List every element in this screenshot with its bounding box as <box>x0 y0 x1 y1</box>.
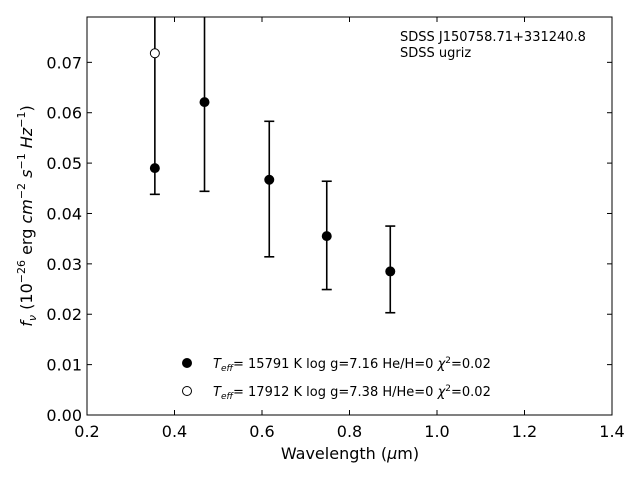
x-tick-label: 0.2 <box>74 422 99 441</box>
legend-marker-open <box>182 386 192 396</box>
y-tick-label: 0.01 <box>46 356 82 375</box>
y-tick-label: 0.03 <box>46 255 82 274</box>
x-axis-label: Wavelength (μm) <box>281 444 419 463</box>
legend: Teff= 15791 K log g=7.16 He/H=0 χ2=0.02 … <box>182 356 491 402</box>
legend-entry-2: Teff= 17912 K log g=7.38 H/He=0 χ2=0.02 <box>213 384 491 402</box>
plot-area <box>86 16 613 416</box>
model-point-filled <box>264 174 275 185</box>
model-point-filled <box>199 97 210 108</box>
model-point-open <box>149 48 160 59</box>
y-tick-label: 0.05 <box>46 154 82 173</box>
y-tick-label: 0.02 <box>46 305 82 324</box>
annotation-object-name: SDSS J150758.71+331240.8 <box>400 30 586 45</box>
error-bars <box>149 17 396 314</box>
y-tick-label: 0.00 <box>46 406 82 425</box>
x-tick-label: 0.6 <box>249 422 274 441</box>
annotation-filter-set: SDSS ugriz <box>400 46 471 61</box>
data-points <box>149 48 396 277</box>
x-tick-label: 1.4 <box>599 422 624 441</box>
model-point-filled <box>385 266 396 277</box>
x-tick-label: 1.0 <box>424 422 449 441</box>
y-axis-label: fν (10−26 erg cm−2 s−1 Hz−1) <box>15 105 39 326</box>
model-point-filled <box>149 163 160 174</box>
legend-entry-1: Teff= 15791 K log g=7.16 He/H=0 χ2=0.02 <box>213 356 491 374</box>
axis-ticks: 0.2 0.4 0.6 0.8 1.0 1.2 1.4 0.00 0.01 0.02 0.03 0.0… <box>46 17 625 441</box>
y-tick-label: 0.07 <box>46 53 82 72</box>
legend-marker-filled <box>182 358 192 368</box>
model-point-filled <box>321 231 332 242</box>
x-tick-label: 0.8 <box>337 422 362 441</box>
x-tick-label: 1.2 <box>512 422 537 441</box>
x-tick-label: 0.4 <box>162 422 187 441</box>
y-tick-label: 0.06 <box>46 104 82 123</box>
y-tick-label: 0.04 <box>46 204 82 223</box>
